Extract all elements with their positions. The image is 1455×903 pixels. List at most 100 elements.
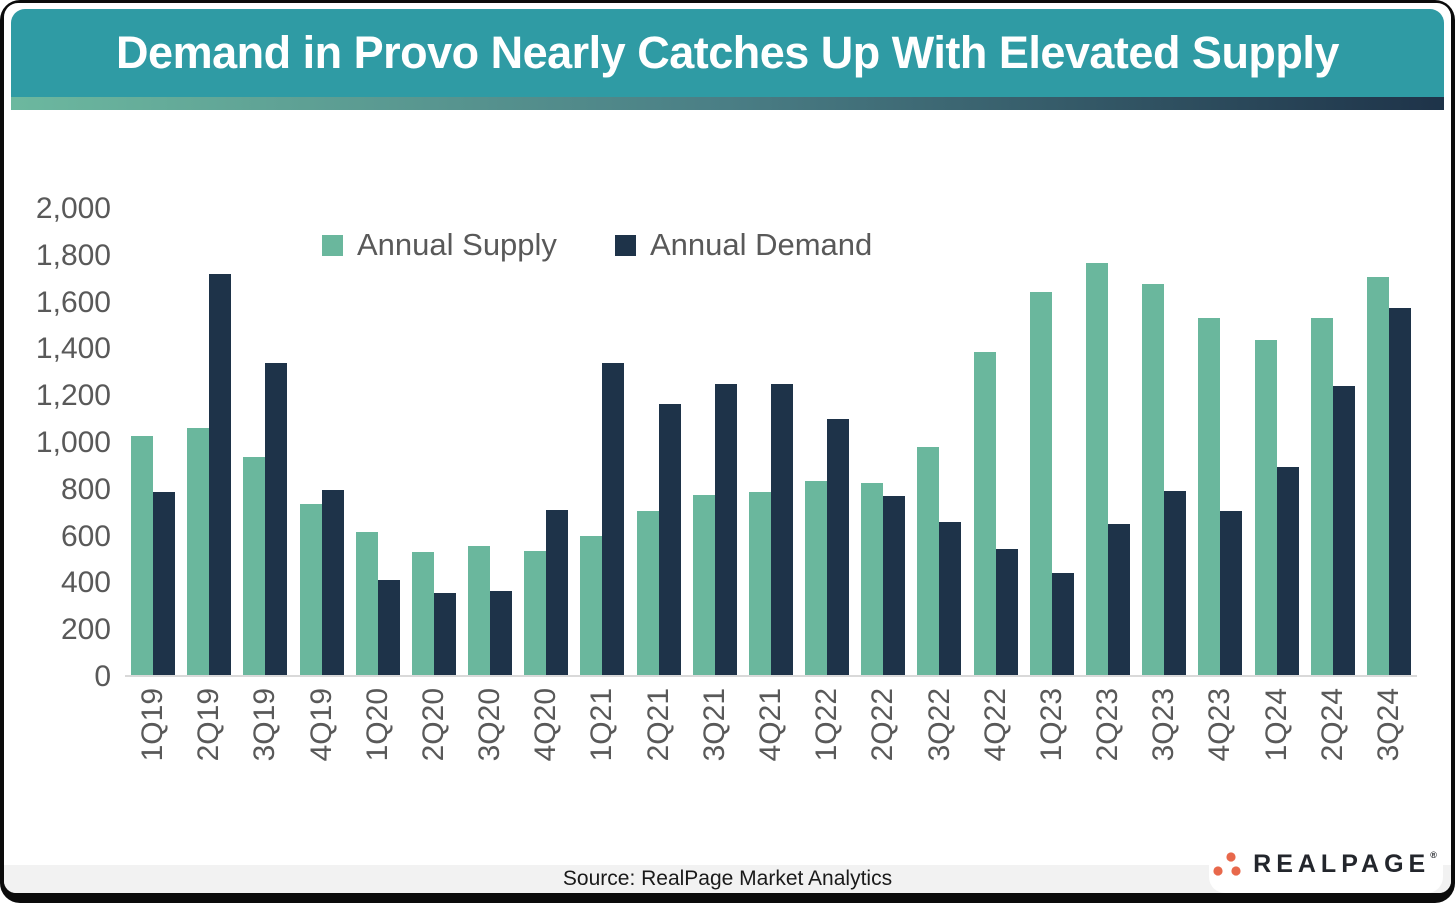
x-label-2Q24: 2Q24 <box>1315 688 1349 762</box>
bar-annual-demand-2Q24 <box>1332 386 1355 675</box>
bar-annual-demand-2Q22 <box>883 496 906 675</box>
realpage-logo: REALPAGE® <box>1209 835 1443 893</box>
x-label-1Q20: 1Q20 <box>360 688 394 762</box>
bar-annual-demand-3Q24 <box>1388 307 1411 675</box>
bar-annual-demand-4Q19 <box>321 490 344 675</box>
bar-annual-supply-2Q24 <box>1310 318 1333 675</box>
bar-annual-demand-3Q19 <box>265 362 288 675</box>
y-tick-1200: 1,200 <box>35 379 111 413</box>
bar-group-3Q22 <box>911 209 967 675</box>
bar-annual-supply-1Q21 <box>580 535 603 675</box>
bar-annual-supply-4Q22 <box>973 352 996 675</box>
x-label-4Q19: 4Q19 <box>304 688 338 762</box>
y-tick-800: 800 <box>60 472 111 506</box>
bar-annual-supply-1Q24 <box>1254 340 1277 675</box>
bar-annual-supply-1Q19 <box>131 436 154 675</box>
bar-annual-supply-2Q20 <box>411 552 434 675</box>
supply-swatch-icon <box>322 234 343 256</box>
x-label-3Q21: 3Q21 <box>697 688 731 762</box>
bar-group-4Q21 <box>743 209 799 675</box>
bar-group-1Q23 <box>1024 209 1080 675</box>
bar-annual-supply-3Q21 <box>692 494 715 675</box>
bar-group-2Q19 <box>181 209 237 675</box>
bar-annual-demand-2Q23 <box>1108 524 1130 675</box>
y-tick-200: 200 <box>60 613 111 647</box>
bar-annual-supply-3Q24 <box>1366 277 1389 675</box>
bar-group-2Q21 <box>631 209 687 675</box>
x-label-4Q20: 4Q20 <box>529 688 563 762</box>
bar-group-1Q21 <box>574 209 630 675</box>
bar-group-4Q19 <box>294 209 350 675</box>
bar-group-3Q23 <box>1136 209 1192 675</box>
y-tick-1000: 1,000 <box>35 426 111 459</box>
bar-group-2Q20 <box>406 209 462 675</box>
bar-group-3Q21 <box>687 209 743 675</box>
x-label-4Q21: 4Q21 <box>753 688 787 762</box>
y-tick-1800: 1,800 <box>35 238 111 272</box>
x-axis-labels: 1Q19 2Q19 3Q19 4Q19 1Q20 2Q20 3Q20 4Q20 1Q21 2Q21… <box>125 688 1417 800</box>
plot-area <box>125 209 1417 677</box>
bar-annual-supply-1Q20 <box>355 532 378 675</box>
bar-annual-supply-1Q23 <box>1029 292 1052 675</box>
title-banner: Demand in Provo Nearly Catches Up With E… <box>11 9 1444 97</box>
x-label-1Q21: 1Q21 <box>585 688 619 762</box>
demand-swatch-icon <box>614 234 636 256</box>
bar-chart: 0 200 400 600 800 1,000 1,200 1,400 1,600 1,800 2,… <box>4 110 1451 810</box>
realpage-wordmark: REALPAGE® <box>1253 849 1442 878</box>
y-tick-2000: 2,000 <box>35 192 111 225</box>
bar-annual-supply-3Q22 <box>917 446 940 675</box>
y-tick-0: 0 <box>94 660 111 693</box>
bar-annual-supply-4Q21 <box>748 492 771 675</box>
bar-annual-supply-3Q23 <box>1142 284 1165 675</box>
legend-label-supply: Annual Supply <box>357 227 557 262</box>
y-tick-1600: 1,600 <box>35 285 111 319</box>
bar-annual-demand-1Q24 <box>1276 466 1299 675</box>
bar-group-2Q23 <box>1080 209 1136 675</box>
legend-label-demand: Annual Demand <box>649 227 873 262</box>
bar-annual-demand-1Q19 <box>153 492 176 675</box>
bar-annual-demand-1Q21 <box>602 362 625 675</box>
bar-annual-demand-2Q20 <box>433 593 456 675</box>
bar-annual-supply-3Q19 <box>243 457 266 675</box>
legend-item-supply: Annual Supply <box>322 227 557 263</box>
bar-annual-supply-3Q20 <box>468 546 491 675</box>
bar-annual-demand-4Q22 <box>995 548 1018 675</box>
gradient-divider <box>11 97 1444 110</box>
x-label-1Q24: 1Q24 <box>1259 688 1293 762</box>
bar-group-1Q24 <box>1248 209 1304 675</box>
legend: Annual Supply Annual Demand <box>322 227 872 263</box>
bar-annual-demand-3Q22 <box>939 521 962 675</box>
legend-item-demand: Annual Demand <box>614 227 873 263</box>
x-label-1Q23: 1Q23 <box>1034 688 1068 762</box>
x-label-3Q19: 3Q19 <box>248 688 282 762</box>
chart-card: Demand in Provo Nearly Catches Up With E… <box>4 3 1451 893</box>
x-label-3Q23: 3Q23 <box>1147 688 1181 762</box>
x-label-2Q19: 2Q19 <box>192 688 226 762</box>
y-tick-400: 400 <box>60 566 111 600</box>
source-text: Source: RealPage Market Analytics <box>562 867 893 890</box>
x-label-3Q20: 3Q20 <box>473 688 507 762</box>
bar-annual-supply-1Q22 <box>805 480 828 675</box>
bar-group-1Q22 <box>799 209 855 675</box>
x-label-2Q23: 2Q23 <box>1091 688 1125 762</box>
bar-annual-supply-4Q23 <box>1198 318 1221 675</box>
bar-annual-demand-2Q21 <box>658 403 681 675</box>
bar-group-1Q19 <box>125 209 181 675</box>
x-label-2Q22: 2Q22 <box>866 688 900 762</box>
x-label-1Q19: 1Q19 <box>136 688 170 762</box>
bar-annual-supply-2Q23 <box>1086 263 1108 675</box>
registered-mark: ® <box>1430 849 1442 860</box>
bar-annual-demand-1Q22 <box>827 418 850 675</box>
bar-annual-demand-3Q20 <box>490 590 513 675</box>
bar-group-3Q19 <box>237 209 293 675</box>
bar-annual-supply-4Q20 <box>524 550 547 675</box>
bar-group-4Q22 <box>968 209 1024 675</box>
bar-annual-demand-4Q20 <box>546 510 569 675</box>
x-label-1Q22: 1Q22 <box>810 688 844 762</box>
page-title: Demand in Provo Nearly Catches Up With E… <box>116 27 1339 78</box>
x-label-4Q23: 4Q23 <box>1203 688 1237 762</box>
y-tick-600: 600 <box>60 519 111 553</box>
bar-annual-demand-2Q19 <box>209 273 232 675</box>
bar-annual-demand-3Q23 <box>1164 491 1187 675</box>
